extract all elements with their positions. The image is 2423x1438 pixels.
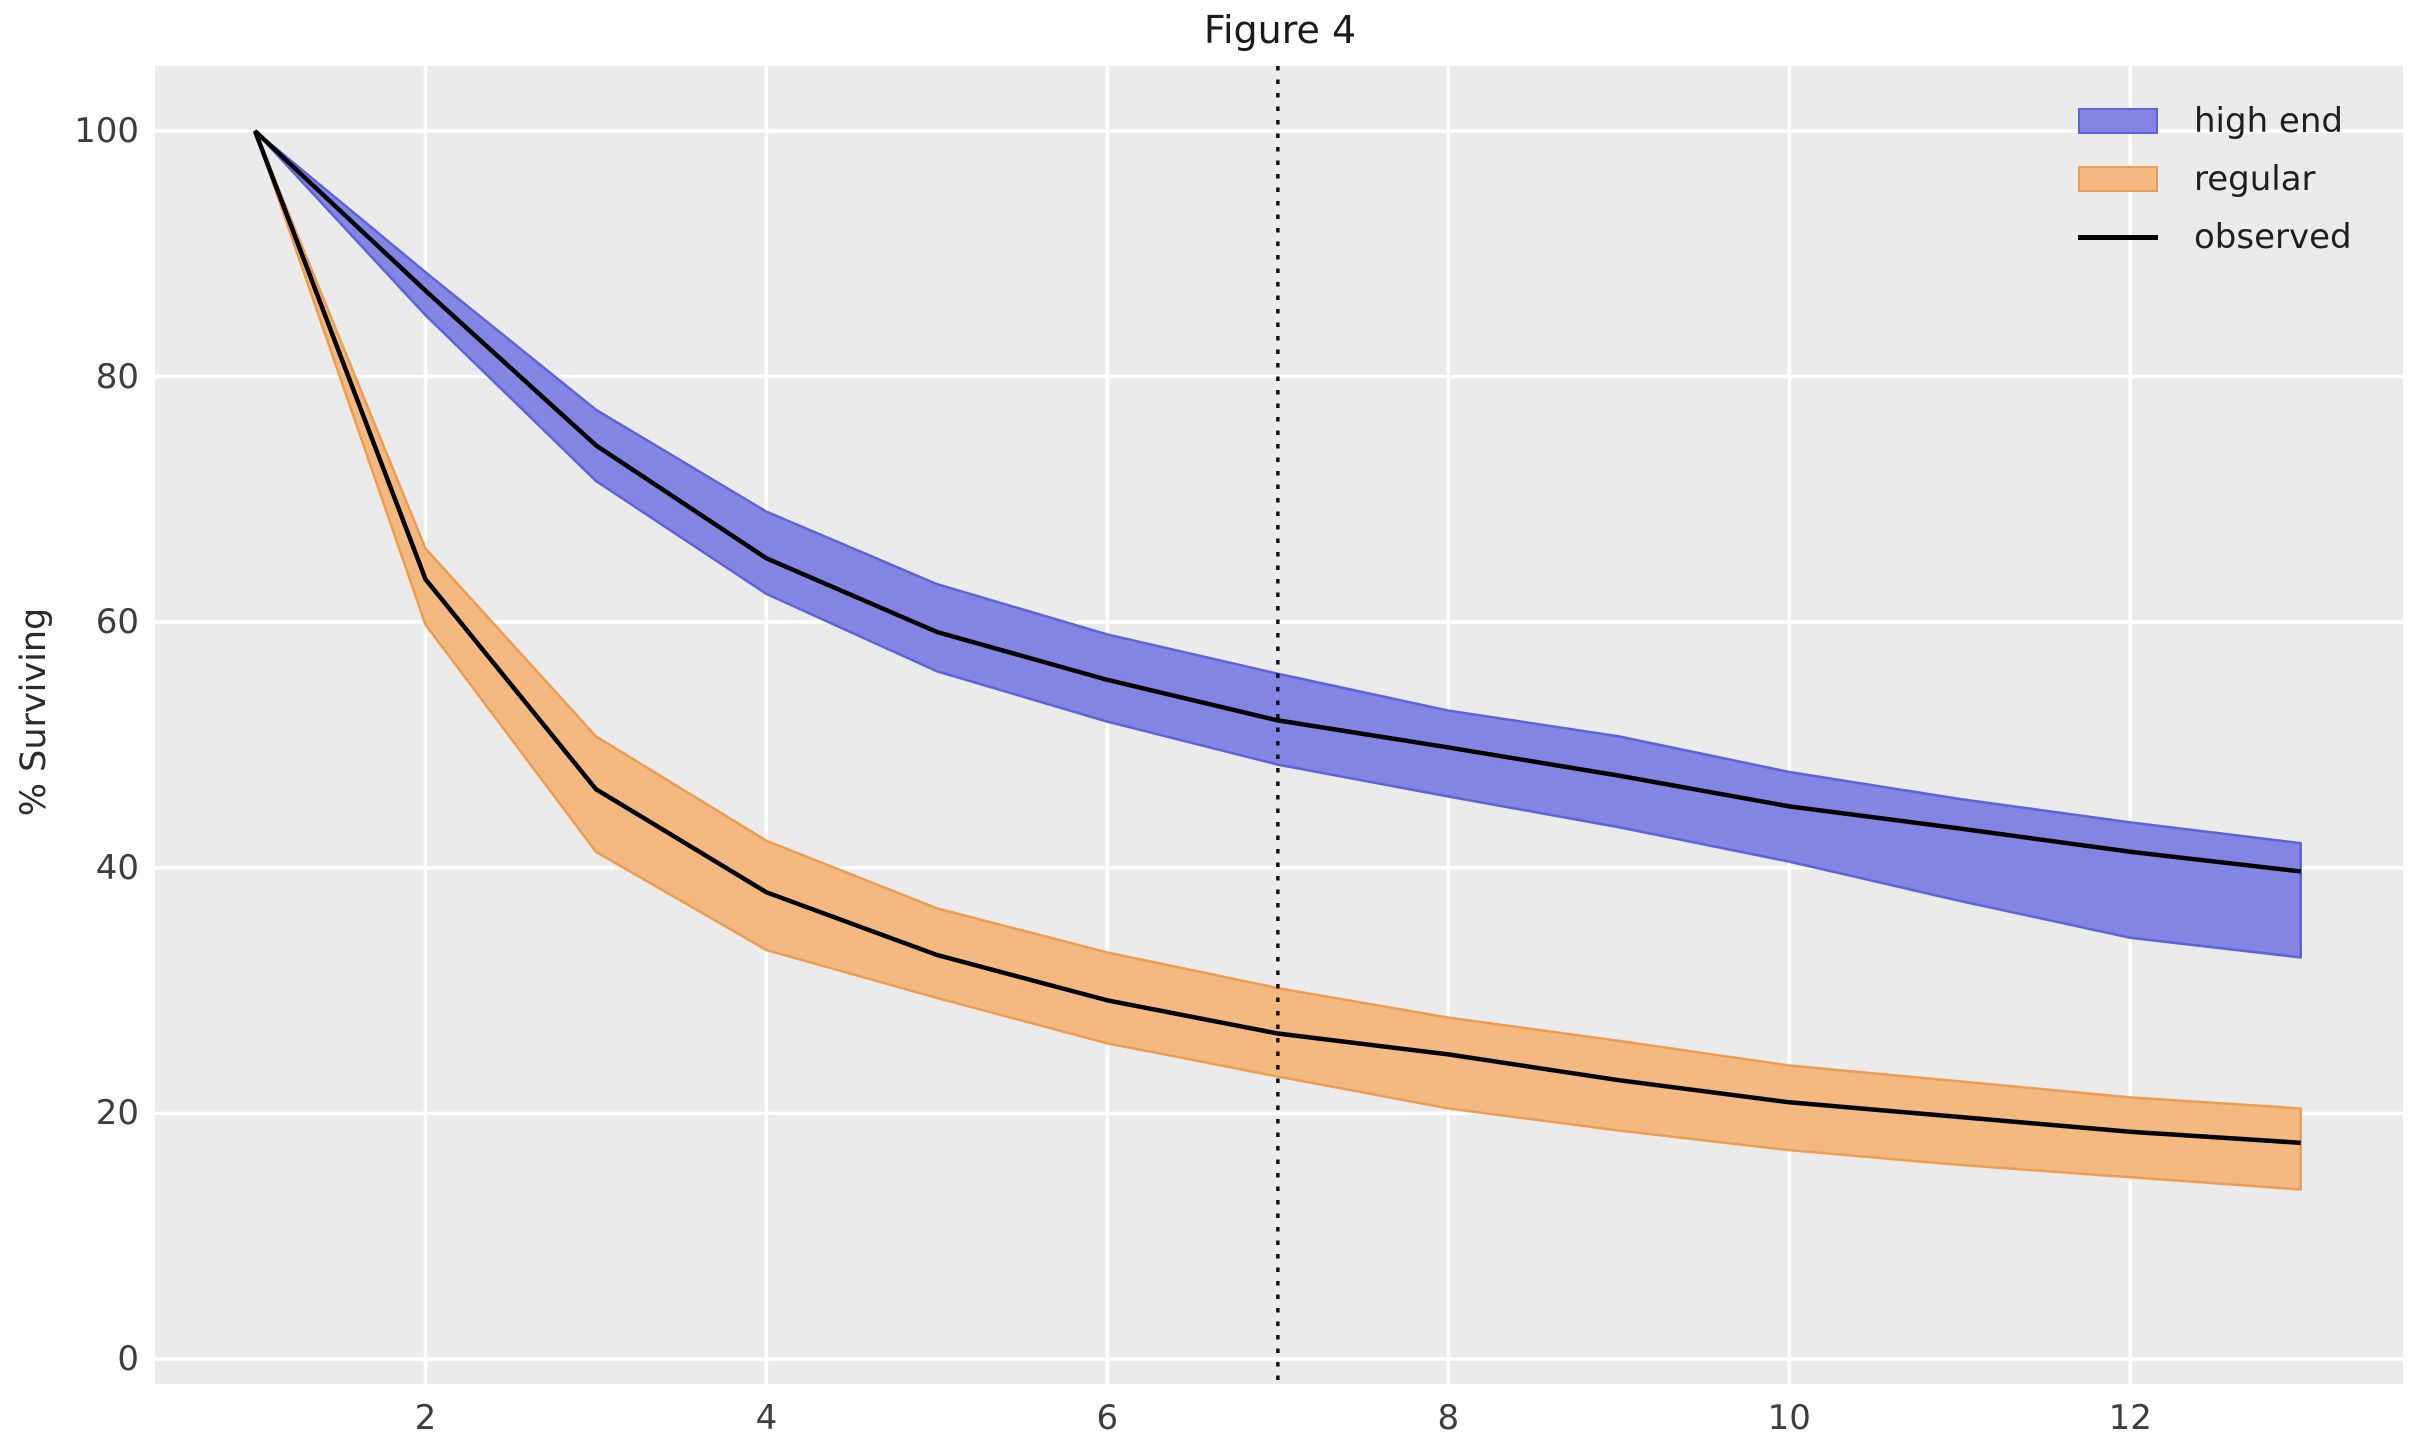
- regular-band-swatch-icon: [2078, 166, 2158, 192]
- high-end-observed-line: [253, 129, 2301, 874]
- x-tick-label: 6: [1096, 1398, 1119, 1438]
- high-end-band: [253, 129, 2302, 959]
- x-tick-label: 10: [1767, 1398, 1811, 1438]
- legend: high end regular observed: [2078, 92, 2352, 266]
- regular-observed-line: [252, 130, 2301, 1146]
- y-tick-label: 40: [95, 847, 139, 888]
- legend-label: regular: [2194, 159, 2316, 199]
- y-tick-label: 80: [95, 356, 139, 397]
- high-end-band-swatch-icon: [2078, 108, 2158, 134]
- legend-label: observed: [2194, 217, 2352, 257]
- legend-item-observed: observed: [2078, 208, 2352, 266]
- y-tick-label: 0: [117, 1338, 139, 1379]
- legend-label: high end: [2194, 101, 2343, 141]
- x-tick-label: 4: [755, 1398, 778, 1438]
- observed-line-swatch-icon: [2078, 234, 2158, 240]
- y-tick-label: 20: [95, 1093, 139, 1134]
- y-tick-label: 100: [74, 110, 139, 151]
- x-tick-label: 2: [414, 1398, 437, 1438]
- legend-item-high-end: high end: [2078, 92, 2352, 150]
- chart-title: Figure 4: [1203, 8, 1357, 52]
- legend-item-regular: regular: [2078, 150, 2352, 208]
- x-tick-label: 8: [1437, 1398, 1460, 1438]
- regular-band: [253, 129, 2302, 1191]
- y-tick-label: 60: [95, 602, 139, 643]
- x-tick-label: 12: [2108, 1398, 2152, 1438]
